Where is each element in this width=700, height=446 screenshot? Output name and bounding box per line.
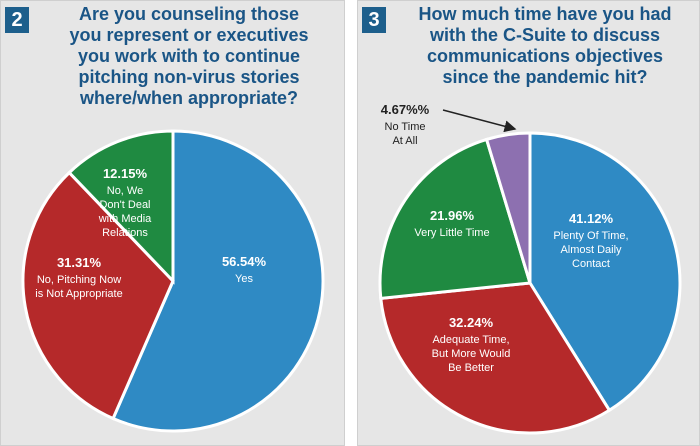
slice-category-label: Plenty Of Time, [553,230,628,242]
slice-category-label: No, We [107,185,143,197]
chart-title-line: where/when appropriate? [79,88,299,108]
annotation-arrow [442,109,517,133]
pie-chart-counseling: 56.54% Yes 31.31% No, Pitching Now is Not Ap… [21,129,325,433]
chart-panel-csuite-time: 3 How much time have you had with the C-… [357,0,700,446]
chart-title-line: communications objectives [426,46,664,66]
slice-category-label: Contact [572,258,610,270]
slice-percent-label: 41.12% [569,211,614,226]
slice-category-label: No Time [385,121,426,133]
pie-slice [67,129,175,285]
chart-title: Are you counseling those you represent o… [39,4,339,109]
chart-title-line: with the C-Suite to discuss [429,25,661,45]
pie-slice [484,131,532,284]
slice-category-label: is Not Appropriate [35,288,122,300]
slice-category-label: But More Would [432,348,511,360]
pie-slice [378,137,532,301]
slice-category-label: Be Better [448,362,494,374]
slice-percent-label: 4.67%% [381,102,430,117]
slice-category-label: Very Little Time [414,227,489,239]
slice-percent-label: 32.24% [449,315,494,330]
slice-percent-label: 56.54% [222,254,267,269]
pie-slice [21,170,175,421]
slice-category-label: At All [392,135,417,147]
chart-panel-counseling: 2 Are you counseling those you represent… [0,0,345,446]
slice-category-label: Relations [102,227,148,239]
chart-number-badge: 3 [362,7,386,33]
slice-category-label: No, Pitching Now [37,274,121,286]
slice-category-label: Almost Daily [560,244,622,256]
chart-title-line: How much time have you had [418,4,672,24]
slice-category-label: Yes [235,273,253,285]
pie-slice [379,281,612,435]
chart-title-line: pitching non-virus stories [78,67,300,87]
slice-percent-label: 21.96% [430,208,475,223]
slice-percent-label: 12.15% [103,166,148,181]
chart-title-line: Are you counseling those [78,4,300,24]
slice-category-label: Don't Deal [99,199,150,211]
pie-chart-csuite-time: 41.12% Plenty Of Time, Almost Daily Contact… [378,102,682,435]
slice-category-label: with Media [98,213,152,225]
chart-title: How much time have you had with the C-Su… [394,4,696,88]
chart-title-line: you work with to continue [78,46,300,66]
slice-category-label: Adequate Time, [432,334,509,346]
chart-title-line: since the pandemic hit? [442,67,648,87]
pie-slice [111,129,325,433]
chart-number-badge: 2 [5,7,29,33]
chart-title-line: you represent or executives [69,25,309,45]
slice-percent-label: 31.31% [57,255,102,270]
